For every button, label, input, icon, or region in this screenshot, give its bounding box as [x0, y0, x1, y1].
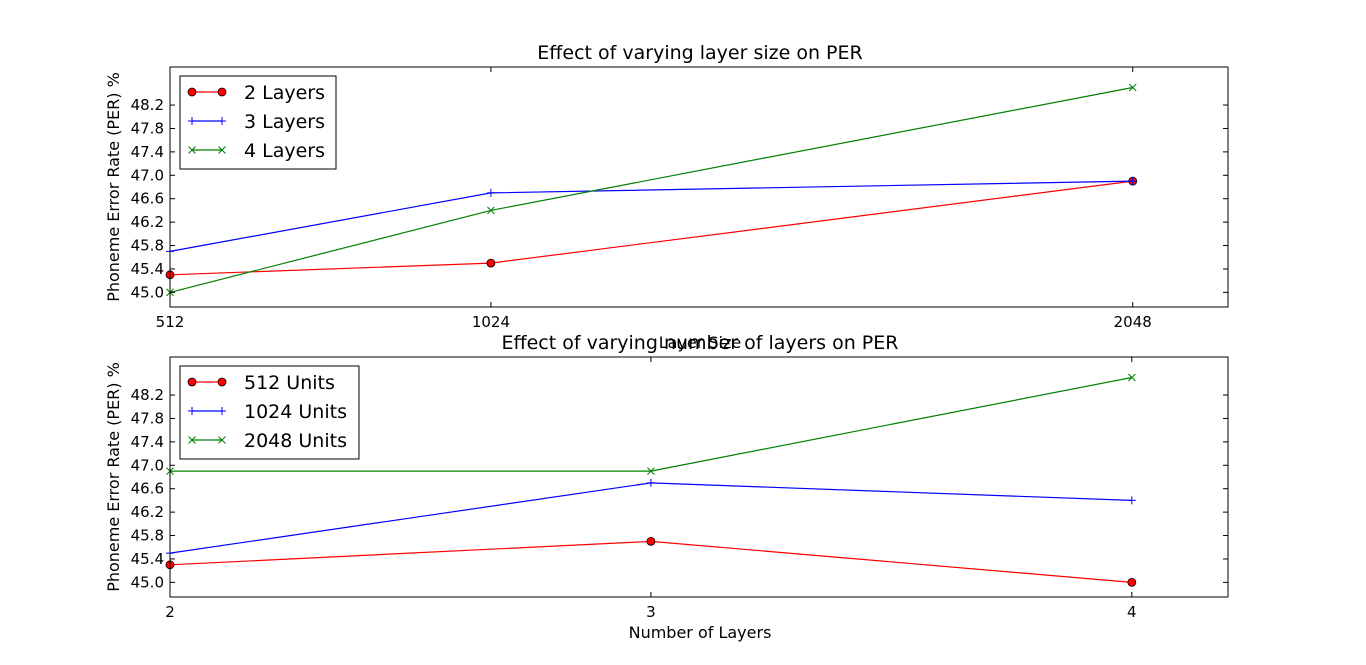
legend-label: 2 Layers	[244, 82, 325, 104]
series-line-1	[169, 180, 1133, 276]
y-tick-label: 45.8	[131, 527, 164, 545]
legend-marker	[218, 407, 226, 415]
y-tick-label: 45.8	[131, 237, 164, 255]
data-point-s3-2	[487, 206, 495, 215]
y-tick-label: 47.4	[131, 433, 164, 451]
x-axis-label: Number of Layers	[629, 623, 772, 642]
y-tick-label: 45.4	[131, 260, 164, 278]
data-point-s2-3	[1128, 177, 1137, 186]
y-tick-label: 45.0	[131, 283, 164, 301]
y-tick-label: 45.0	[131, 573, 164, 591]
y-tick-label: 47.8	[131, 119, 164, 137]
chart-layer-size: Effect of varying layer size on PER Laye…	[104, 42, 1229, 352]
y-tick-label: 48.2	[131, 96, 164, 114]
legend-marker	[217, 87, 227, 97]
series-line-2	[169, 180, 1133, 252]
legend-label: 1024 Units	[244, 401, 347, 423]
legend-label: 3 Layers	[244, 111, 325, 133]
y-tick-label: 46.2	[131, 213, 164, 231]
data-point-s2-3	[1127, 496, 1136, 505]
legend-marker	[188, 146, 196, 154]
chart-title: Effect of varying number of layers on PE…	[502, 332, 899, 354]
x-tick-label: 4	[1127, 603, 1137, 621]
legend-marker	[187, 377, 197, 387]
x-tick-label: 2048	[1114, 313, 1152, 331]
data-point-s2-2	[486, 188, 495, 197]
y-tick-label: 48.2	[131, 386, 164, 404]
y-tick-label: 46.2	[131, 503, 164, 521]
legend-marker	[188, 436, 196, 444]
series-line-1	[169, 540, 1132, 583]
legend-marker	[187, 87, 197, 97]
chart-number-of-layers: Effect of varying number of layers on PE…	[104, 332, 1229, 642]
chart-title: Effect of varying layer size on PER	[537, 42, 862, 64]
y-tick-label: 46.6	[131, 480, 164, 498]
legend-marker	[218, 146, 226, 154]
legend: 512 Units 1024 Units 2048 Units	[179, 365, 360, 460]
y-tick-label: 46.6	[131, 190, 164, 208]
legend-marker	[188, 407, 196, 415]
x-tick-label: 3	[646, 603, 656, 621]
y-tick-label: 45.4	[131, 550, 164, 568]
data-point-s1-2	[486, 258, 496, 268]
x-tick-label: 1024	[472, 313, 510, 331]
plot-area-frame	[169, 66, 1229, 308]
data-point-s3-3	[1128, 83, 1137, 92]
legend-marker	[218, 436, 226, 444]
legend-label: 4 Layers	[244, 140, 325, 162]
legend-marker	[188, 117, 196, 125]
data-point-s1-3	[1127, 577, 1137, 587]
legend: 2 Layers 3 Layers 4 Layers	[179, 75, 337, 170]
data-point-s2-2	[646, 478, 655, 487]
legend-label: 2048 Units	[244, 430, 347, 452]
y-tick-label: 47.0	[131, 166, 164, 184]
data-point-s3-2	[647, 467, 655, 475]
y-tick-label: 47.4	[131, 143, 164, 161]
data-point-s1-2	[646, 536, 656, 546]
x-tick-label: 512	[156, 313, 185, 331]
legend-label: 512 Units	[244, 372, 335, 394]
y-axis-label: Phoneme Error Rate (PER) %	[104, 362, 123, 592]
x-tick-label: 2	[165, 603, 175, 621]
legend-marker	[217, 377, 227, 387]
legend-marker	[218, 117, 226, 125]
y-tick-label: 47.0	[131, 456, 164, 474]
data-point-s3-3	[1127, 373, 1136, 382]
plot-area-frame	[169, 356, 1229, 598]
x-axis-label: Layer Size	[659, 333, 742, 352]
y-tick-label: 47.8	[131, 409, 164, 427]
y-axis-label: Phoneme Error Rate (PER) %	[104, 72, 123, 302]
